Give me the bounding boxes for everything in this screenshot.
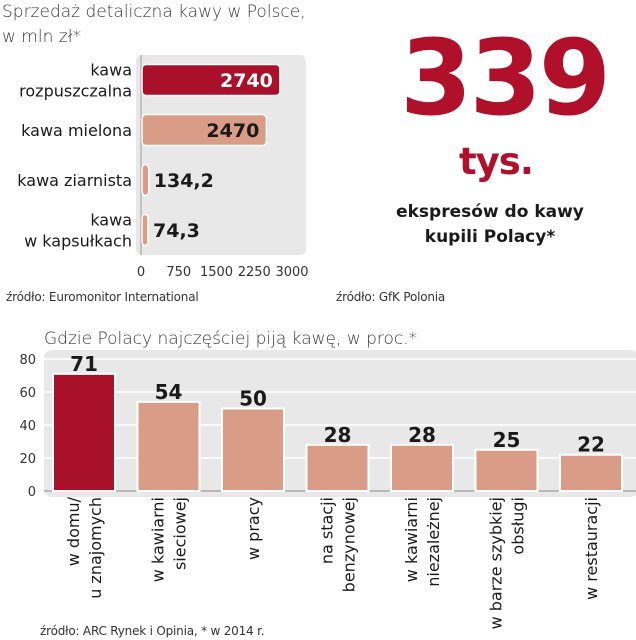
chart2-y-tick-label: 60: [19, 386, 36, 401]
chart1-category-label: w kapsułkach: [24, 232, 132, 251]
chart1-value-label: 2470: [206, 120, 259, 142]
chart1-bar: [141, 113, 268, 147]
chart2-value-label: 50: [239, 387, 267, 411]
chart1-x-tick-label: 3000: [275, 265, 308, 280]
chart2-y-tick-label: 80: [19, 353, 36, 368]
chart1-category-label: rozpuszczalna: [19, 82, 132, 101]
chart2-value-label: 54: [155, 380, 183, 404]
source-gfk: źródło: GfK Polonia: [336, 290, 446, 304]
chart2-bar: [474, 448, 539, 492]
chart1-category-label: kawa ziarnista: [17, 171, 132, 190]
chart2-value-label: 71: [70, 352, 98, 376]
chart2-bar: [136, 400, 201, 492]
chart1-bar: [141, 213, 149, 247]
headline-caption-line1: ekspresów do kawy: [396, 202, 584, 222]
chart2-value-label: 25: [493, 428, 521, 452]
chart2-y-tick-label: 40: [19, 419, 36, 434]
chart2-y-tick-label: 0: [28, 485, 36, 500]
chart1-value-label: 134,2: [154, 170, 214, 192]
headline-unit: tys.: [459, 140, 534, 183]
chart2-category-label: w barze szybkiej: [487, 497, 506, 629]
chart2-category-label: sieciowej: [171, 497, 190, 570]
chart2-value-label: 22: [577, 433, 605, 457]
source-arc: źródło: ARC Rynek i Opinia, * w 2014 r.: [40, 624, 265, 638]
chart2-category-label: w domu/: [64, 496, 83, 566]
chart2-bar: [559, 453, 623, 492]
chart2-title: Gdzie Polacy najczęściej piją kawę, w pr…: [44, 329, 418, 349]
chart2-category-label: benzynowej: [340, 497, 359, 592]
chart1-value-label: 2740: [220, 70, 273, 92]
chart2-bar: [52, 372, 116, 493]
chart1-title-line1: Sprzedaż detaliczna kawy w Polsce,: [2, 2, 306, 22]
chart2-category-label: na stacji: [318, 497, 337, 564]
chart1-bar: [141, 163, 150, 197]
chart2-category-label: obsługi: [509, 497, 528, 555]
chart2-category-label: niezależnej: [424, 497, 443, 587]
chart2-category-label: w restauracji: [582, 497, 601, 600]
chart2-bar: [221, 407, 285, 492]
chart1-value-label: 74,3: [153, 220, 200, 242]
chart2-category-label: w kawiarni: [149, 497, 168, 582]
chart1-category-label: kawa: [90, 211, 132, 230]
headline-caption: ekspresów do kawy kupili Polacy*: [374, 200, 606, 250]
headline-number: 339: [400, 17, 611, 139]
chart1-x-tick-label: 1500: [200, 265, 233, 280]
chart2-category-label: w pracy: [244, 497, 263, 560]
chart2-bar: [390, 443, 454, 493]
chart1-x-tick-label: 2250: [238, 265, 271, 280]
chart1-title-line2: w mln zł*: [2, 27, 82, 47]
chart1-x-tick-label: 750: [166, 265, 191, 280]
chart2-category-label: u znajomych: [86, 497, 105, 599]
headline-caption-line2: kupili Polacy*: [424, 227, 556, 247]
source-euromonitor: źródło: Euromonitor International: [6, 290, 199, 304]
chart1-title: Sprzedaż detaliczna kawy w Polsce, w mln…: [2, 0, 332, 50]
chart1-horizontal-bar: 2740 kawa rozpuszczalna 2470 kawa mielona 134…: [17, 55, 309, 280]
chart1-bar: [141, 63, 281, 97]
chart2-bar: [305, 443, 370, 493]
chart2-value-label: 28: [324, 423, 352, 447]
chart1-category-label: kawa mielona: [21, 121, 132, 140]
chart2-value-label: 28: [408, 423, 436, 447]
chart1-x-tick-label: 0: [137, 265, 145, 280]
chart1-category-label: kawa: [90, 61, 132, 80]
chart2-y-tick-label: 20: [19, 452, 36, 467]
chart2-category-label: w kawiarni: [402, 497, 421, 582]
chart2-vertical-bar: 0 20 40 60 80 71 w domu/u znajomych 54 w kawiarn…: [19, 350, 636, 629]
chart1-plot-panel: [136, 55, 306, 255]
